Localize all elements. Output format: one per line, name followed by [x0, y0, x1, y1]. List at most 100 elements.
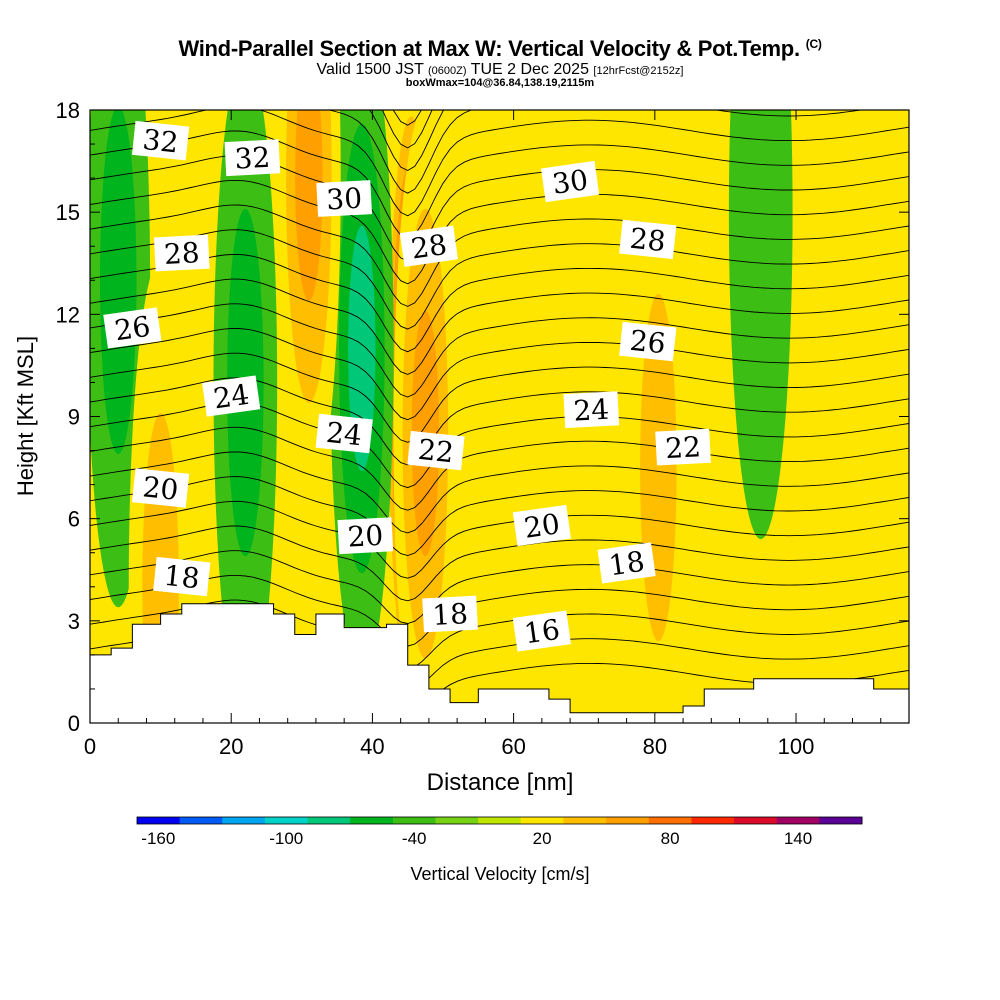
contour-label-text: 30	[550, 163, 590, 201]
contour-label-text: 32	[141, 123, 180, 160]
theta-contour-label: 30	[316, 180, 373, 217]
contour-label-box	[224, 139, 281, 177]
theta-contour-line	[90, 0, 909, 35]
theta-contour-line	[90, 525, 909, 602]
copyright-mark: (C)	[805, 36, 822, 51]
contour-label-box	[563, 391, 620, 429]
colorbar-segment	[435, 817, 479, 824]
theta-contour-label: 20	[131, 468, 190, 508]
colorbar-segment	[734, 817, 778, 824]
theta-contour-label: 32	[224, 139, 281, 177]
contour-label-text: 24	[211, 378, 251, 416]
colorbar-segment	[307, 817, 351, 824]
y-axis-label: Height [Kft MSL]	[13, 336, 38, 496]
colorbar-segment	[264, 817, 309, 824]
theta-contour-label: 16	[512, 610, 571, 652]
colorbar-segment	[691, 817, 735, 824]
contour-label-text: 18	[162, 559, 201, 596]
theta-contour-label: 28	[619, 219, 677, 260]
axes: 0 20 40 60 80 100 0 3 6 9 12 15 18	[56, 98, 910, 759]
contour-label-text: 32	[234, 141, 271, 176]
colorbar-tick-label: 140	[784, 829, 812, 848]
y-tick-label: 6	[68, 507, 80, 532]
theta-contour-line	[90, 352, 909, 443]
contour-label-box	[619, 321, 677, 362]
theta-contour-line	[90, 0, 909, 57]
velocity-feature	[728, 110, 793, 540]
contour-label-text: 26	[112, 310, 152, 348]
contour-label-text: 28	[163, 236, 200, 271]
terrain-layer	[90, 603, 909, 723]
contour-label-text: 24	[573, 393, 610, 428]
y-tick-label: 3	[68, 609, 80, 634]
colorbar-segment	[392, 817, 437, 824]
theta-contour-line	[90, 303, 909, 398]
contour-label-text: 22	[664, 430, 701, 465]
colorbar-segment	[478, 817, 522, 824]
colorbar-segment	[776, 817, 820, 824]
theta-contour-label: 18	[422, 595, 478, 633]
contour-label-box	[512, 504, 571, 547]
velocity-level-band	[728, 110, 793, 540]
theta-contour-label: 28	[153, 234, 210, 272]
colorbar-segment	[819, 817, 863, 824]
theta-contour-line	[90, 179, 909, 285]
theta-contour-label: 18	[597, 542, 656, 584]
contour-label-box	[153, 234, 210, 272]
valid-time: Valid 1500 JST	[316, 61, 424, 78]
theta-contour-label: 30	[541, 160, 600, 203]
y-tick-label: 9	[68, 405, 80, 430]
theta-contour-line	[90, 110, 909, 217]
potential-temperature-contours	[90, 0, 909, 715]
box-info: boxWmax=104@36.84,138.19,2115m	[405, 77, 595, 89]
x-tick-label: 100	[778, 734, 815, 759]
contour-label-text: 20	[347, 519, 384, 554]
theta-contour-line	[90, 476, 909, 556]
theta-contour-line	[90, 0, 909, 12]
contour-label-box	[512, 610, 571, 652]
contour-label-box	[131, 468, 190, 508]
colorbar-label: Vertical Velocity [cm/s]	[410, 864, 589, 884]
x-axis-label: Distance [nm]	[427, 769, 574, 796]
theta-contour-line	[90, 229, 909, 330]
colorbar-segment	[179, 817, 223, 824]
contour-label-text: 20	[141, 470, 180, 507]
contour-label-box	[541, 160, 600, 203]
contour-label-box	[399, 225, 458, 267]
chart-title-text: Wind-Parallel Section at Max W: Vertical…	[178, 36, 800, 61]
colorbar-frame	[136, 816, 863, 825]
contour-label-box	[315, 413, 373, 454]
colorbar-segment	[606, 817, 650, 824]
contour-label-box	[655, 428, 711, 466]
contour-label-box	[407, 430, 465, 471]
contour-label-text: 16	[522, 613, 562, 651]
colorbar-segment	[137, 817, 181, 824]
theta-contour-label: 26	[103, 307, 162, 349]
colorbar-segment	[563, 817, 607, 824]
valid-date: TUE 2 Dec 2025	[470, 61, 589, 78]
forecast-info: [12hrFcst@2152z]	[593, 65, 684, 77]
theta-contour-line	[90, 574, 909, 647]
contour-label-box	[422, 595, 478, 633]
contour-label-box	[337, 517, 394, 555]
theta-contour-line	[90, 500, 909, 579]
theta-contour-line	[90, 599, 909, 670]
colorbar-segment	[222, 817, 266, 824]
terrain	[90, 603, 909, 723]
contour-label-text: 18	[431, 597, 468, 632]
contour-label-text: 28	[409, 228, 449, 266]
chart-subtitle: Valid 1500 JST (0600Z) TUE 2 Dec 2025 [1…	[0, 61, 1000, 79]
contour-label-box	[202, 375, 261, 417]
theta-contour-label: 24	[315, 413, 373, 454]
contour-label-layer: 16 18 18 18 20 20 20 22 22 24 24 24 26 26 28 28 28 30 30 32…	[103, 120, 711, 652]
theta-contour-line	[90, 0, 909, 103]
theta-contour-label: 22	[407, 430, 465, 471]
x-tick-label: 20	[219, 734, 243, 759]
theta-contour-line	[327, 110, 865, 194]
contour-label-box	[131, 120, 190, 161]
theta-contour-label: 26	[619, 321, 677, 362]
y-tick-label: 0	[68, 711, 80, 736]
colorbar: -160 -100 -40 20 80 140	[136, 816, 863, 848]
theta-contour-label: 22	[655, 428, 711, 466]
contour-label-box	[153, 556, 211, 597]
